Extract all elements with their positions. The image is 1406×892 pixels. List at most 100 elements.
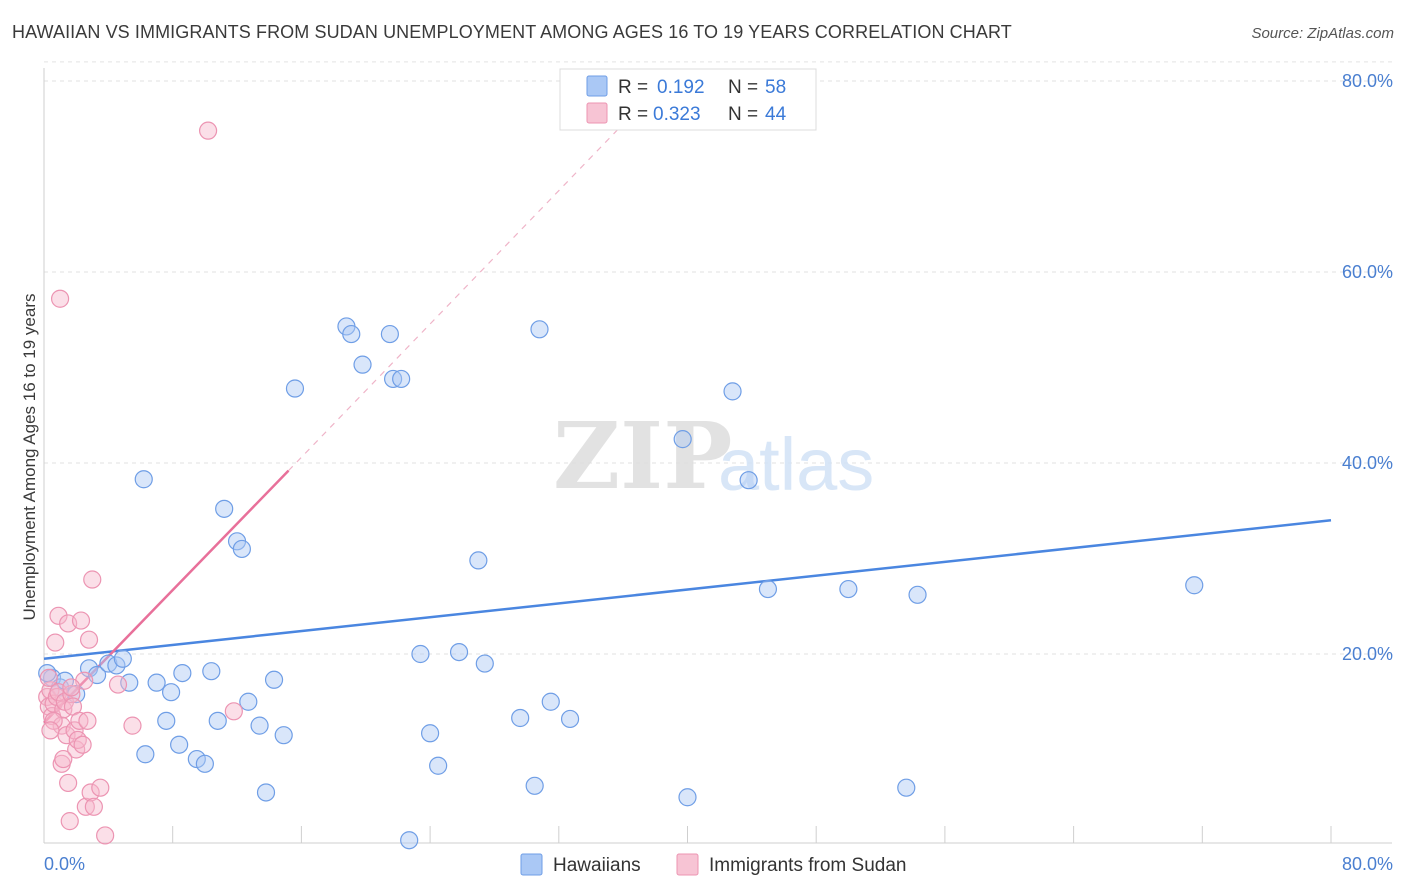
point-hawaiians-44 xyxy=(525,776,544,795)
point-hawaiians-15 xyxy=(170,735,189,754)
stats-legend: R = 0.192 N = 58 R = 0.323 N = 44 xyxy=(559,68,817,131)
y-tick-label-40: 40.0% xyxy=(1342,453,1393,473)
legend-swatch-hawaiians xyxy=(520,853,543,876)
point-sudan-33 xyxy=(91,778,110,797)
stats-n-label-hawaiians: N = xyxy=(728,77,758,98)
point-hawaiians-33 xyxy=(380,324,399,344)
point-sudan-25 xyxy=(73,735,92,754)
point-sudan-20 xyxy=(65,721,84,740)
point-hawaiians-8 xyxy=(113,649,132,668)
point-hawaiians-35 xyxy=(392,369,411,389)
point-sudan-24 xyxy=(71,611,91,630)
point-hawaiians-12 xyxy=(147,673,166,692)
point-sudan-34 xyxy=(96,826,115,845)
point-hawaiians-43 xyxy=(511,708,530,728)
point-hawaiians-55 xyxy=(908,585,927,604)
point-hawaiians-53 xyxy=(839,579,858,599)
watermark-zip: ZIP xyxy=(553,402,732,510)
point-hawaiians-9 xyxy=(120,673,139,692)
stats-legend-swatch-hawaiians xyxy=(586,75,608,97)
point-hawaiians-42 xyxy=(475,654,494,673)
point-hawaiians-48 xyxy=(673,430,692,449)
point-hawaiians-25 xyxy=(250,716,269,735)
point-hawaiians-56 xyxy=(1185,576,1204,595)
point-hawaiians-20 xyxy=(208,711,227,730)
point-hawaiians-21 xyxy=(215,499,234,518)
y-axis-label: Unemployment Among Ages 16 to 19 years xyxy=(20,294,39,621)
stats-n-label-sudan: N = xyxy=(728,104,758,125)
point-hawaiians-49 xyxy=(678,788,697,807)
point-hawaiians-52 xyxy=(758,579,778,599)
series-sudan xyxy=(38,121,243,845)
trendline-hawaiians xyxy=(43,519,1332,661)
point-sudan-35 xyxy=(108,675,128,694)
x-ticks xyxy=(43,826,1332,843)
point-sudan-38 xyxy=(224,702,243,721)
point-sudan-28 xyxy=(78,711,97,730)
point-hawaiians-45 xyxy=(530,320,549,339)
point-sudan-17 xyxy=(60,812,79,831)
legend-label-sudan: Immigrants from Sudan xyxy=(709,855,906,876)
trend-lines xyxy=(43,123,1332,724)
point-hawaiians-18 xyxy=(195,754,214,773)
point-hawaiians-29 xyxy=(285,379,305,398)
point-hawaiians-19 xyxy=(202,662,221,681)
legend-label-hawaiians: Hawaiians xyxy=(553,855,641,876)
point-hawaiians-27 xyxy=(264,670,284,689)
point-hawaiians-40 xyxy=(449,642,469,662)
point-hawaiians-11 xyxy=(136,745,155,764)
point-hawaiians-16 xyxy=(173,663,192,683)
point-hawaiians-13 xyxy=(157,711,176,730)
x-tick-label-min: 0.0% xyxy=(44,854,85,874)
point-hawaiians-47 xyxy=(560,709,580,729)
point-hawaiians-26 xyxy=(256,783,276,802)
point-hawaiians-28 xyxy=(274,726,293,745)
point-hawaiians-36 xyxy=(400,831,419,850)
gridlines xyxy=(44,61,1392,655)
point-hawaiians-41 xyxy=(469,551,488,570)
point-hawaiians-24 xyxy=(239,692,258,711)
point-hawaiians-37 xyxy=(411,644,430,664)
y-tick-labels: 20.0% 40.0% 60.0% 80.0% xyxy=(1342,71,1393,664)
point-sudan-9 xyxy=(50,289,70,308)
stats-n-value-hawaiians: 58 xyxy=(765,77,786,98)
point-sudan-40 xyxy=(44,711,63,730)
stats-r-value-sudan: 0.323 xyxy=(653,104,701,125)
series-hawaiians xyxy=(38,317,1204,850)
point-hawaiians-31 xyxy=(342,324,361,344)
point-sudan-31 xyxy=(83,570,102,589)
point-sudan-39 xyxy=(39,668,58,687)
legend-swatch-sudan xyxy=(676,853,699,876)
point-sudan-43 xyxy=(62,678,81,697)
point-sudan-30 xyxy=(81,783,100,802)
trendline-sudan-extension xyxy=(288,123,624,472)
stats-r-label-sudan: R = xyxy=(618,104,648,125)
point-hawaiians-51 xyxy=(739,471,758,490)
point-hawaiians-14 xyxy=(161,683,181,702)
point-sudan-8 xyxy=(49,606,68,625)
bottom-legend: Hawaiians Immigrants from Sudan xyxy=(520,853,906,876)
trendline-sudan xyxy=(43,469,290,724)
point-hawaiians-7 xyxy=(107,656,126,675)
watermark-atlas: atlas xyxy=(718,423,874,506)
point-sudan-29 xyxy=(79,630,99,649)
point-hawaiians-46 xyxy=(541,692,560,711)
point-hawaiians-38 xyxy=(421,724,440,743)
stats-r-value-hawaiians: 0.192 xyxy=(657,77,705,98)
chart-source: Source: ZipAtlas.com xyxy=(1251,25,1394,42)
point-hawaiians-50 xyxy=(723,382,742,401)
point-sudan-42 xyxy=(41,721,60,740)
chart-title: HAWAIIAN VS IMMIGRANTS FROM SUDAN UNEMPL… xyxy=(12,22,1012,42)
y-tick-label-20: 20.0% xyxy=(1342,644,1393,664)
point-sudan-36 xyxy=(123,716,142,735)
point-hawaiians-10 xyxy=(134,470,153,489)
stats-legend-swatch-sudan xyxy=(586,102,608,124)
point-sudan-32 xyxy=(84,797,103,816)
point-hawaiians-32 xyxy=(353,355,372,374)
y-tick-label-80: 80.0% xyxy=(1342,71,1393,91)
point-hawaiians-39 xyxy=(429,756,448,775)
y-tick-label-60: 60.0% xyxy=(1342,262,1393,282)
point-sudan-41 xyxy=(54,749,73,769)
point-hawaiians-54 xyxy=(897,778,916,797)
